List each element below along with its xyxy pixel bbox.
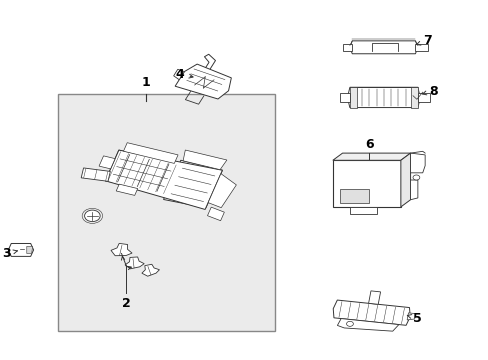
- Text: 2: 2: [122, 297, 130, 310]
- Polygon shape: [116, 184, 138, 195]
- Polygon shape: [332, 300, 409, 325]
- Polygon shape: [340, 93, 349, 102]
- Text: 4: 4: [176, 68, 193, 81]
- Polygon shape: [8, 243, 34, 256]
- Polygon shape: [415, 44, 427, 51]
- Polygon shape: [417, 93, 429, 102]
- Polygon shape: [340, 189, 368, 203]
- Bar: [58, 94, 274, 330]
- Text: 6: 6: [364, 138, 373, 150]
- Polygon shape: [349, 207, 376, 214]
- Circle shape: [412, 175, 419, 180]
- Polygon shape: [410, 153, 424, 173]
- Polygon shape: [183, 150, 226, 170]
- Circle shape: [346, 321, 353, 326]
- Text: 3: 3: [2, 247, 17, 260]
- Polygon shape: [105, 150, 222, 210]
- Polygon shape: [125, 257, 144, 269]
- Polygon shape: [81, 168, 110, 181]
- Text: 7: 7: [416, 34, 430, 48]
- Polygon shape: [175, 64, 231, 99]
- Polygon shape: [400, 153, 410, 207]
- Polygon shape: [349, 41, 417, 54]
- Polygon shape: [105, 150, 181, 194]
- Polygon shape: [368, 291, 380, 304]
- Text: 5: 5: [407, 311, 421, 325]
- Polygon shape: [173, 69, 184, 80]
- Polygon shape: [99, 156, 115, 169]
- Polygon shape: [123, 143, 178, 163]
- Polygon shape: [208, 174, 236, 208]
- Text: 1: 1: [141, 76, 150, 89]
- Polygon shape: [346, 87, 419, 108]
- Polygon shape: [332, 153, 410, 160]
- Polygon shape: [27, 246, 33, 253]
- Polygon shape: [332, 160, 400, 207]
- Polygon shape: [342, 44, 351, 51]
- Polygon shape: [337, 319, 398, 331]
- Polygon shape: [207, 207, 224, 221]
- Polygon shape: [349, 87, 356, 108]
- Polygon shape: [163, 160, 222, 208]
- Circle shape: [84, 210, 100, 222]
- Polygon shape: [407, 313, 415, 320]
- Text: 8: 8: [422, 85, 437, 98]
- Polygon shape: [142, 264, 159, 276]
- Polygon shape: [410, 180, 417, 200]
- Polygon shape: [111, 243, 132, 256]
- Polygon shape: [410, 87, 417, 108]
